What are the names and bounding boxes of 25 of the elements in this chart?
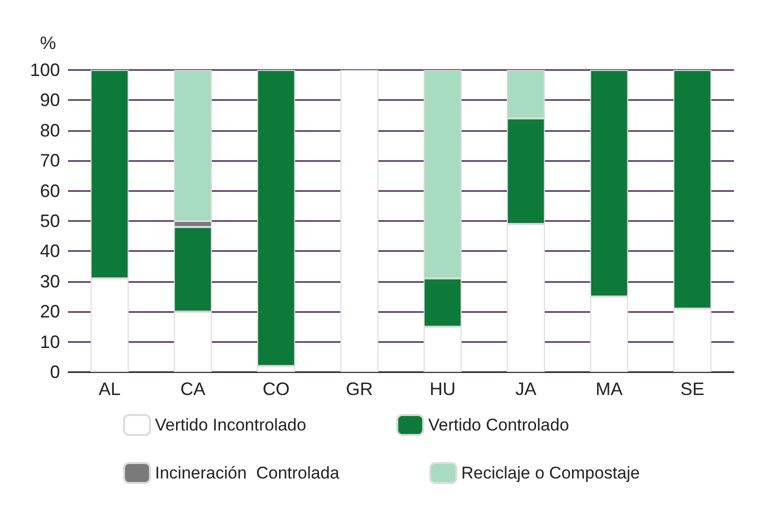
x-tick-label: JA xyxy=(515,379,536,399)
legend-label: Vertido Controlado xyxy=(428,416,570,434)
x-tick-label: SE xyxy=(680,379,704,399)
x-tick-label: CO xyxy=(262,379,290,399)
y-tick-label: 100 xyxy=(30,60,60,80)
y-tick-label: 70 xyxy=(40,150,60,171)
y-tick-label: 50 xyxy=(40,211,60,231)
legend-label: Vertido Incontrolado xyxy=(155,416,306,434)
y-tick-label: 60 xyxy=(40,180,60,201)
x-tick-label: CA xyxy=(180,379,206,399)
y-tick-label: 0 xyxy=(50,362,60,382)
y-tick-label: 20 xyxy=(40,302,60,322)
y-tick-label: 90 xyxy=(40,90,60,110)
x-tick-label: AL xyxy=(98,379,121,399)
legend-label: Reciclaje o Compostaje xyxy=(461,464,640,482)
y-axis-title: % xyxy=(40,33,56,53)
x-tick-label: GR xyxy=(346,379,373,399)
y-tick-label: 40 xyxy=(40,241,60,262)
x-tick-label: MA xyxy=(596,379,623,399)
bar xyxy=(340,70,378,372)
y-tick-label: 10 xyxy=(40,332,60,352)
legend-label: Incineración Controlada xyxy=(155,464,340,482)
y-tick-label: 80 xyxy=(40,120,60,140)
x-tick-label: HU xyxy=(430,379,456,399)
y-tick-label: 30 xyxy=(40,271,60,292)
